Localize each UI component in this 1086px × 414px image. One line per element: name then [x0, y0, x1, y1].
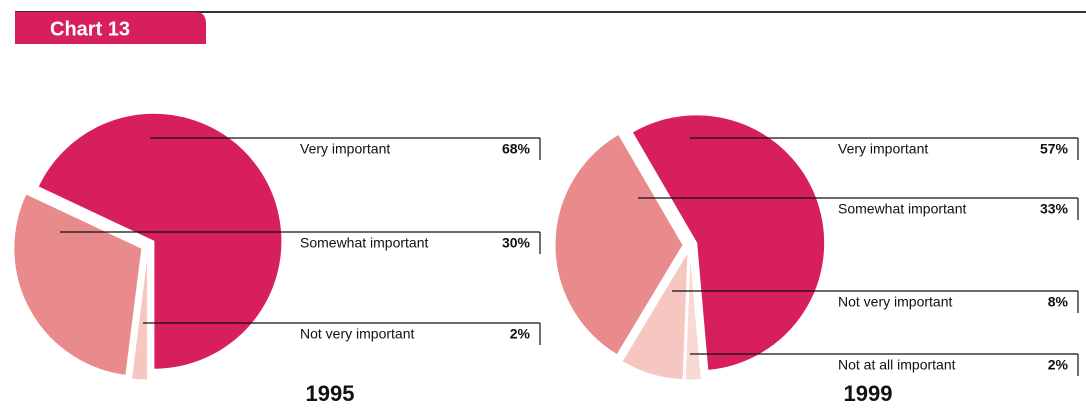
pie-title: 1995	[306, 381, 355, 406]
header-tab	[15, 12, 206, 44]
legend-label: Not very important	[300, 326, 414, 342]
value-label: 8%	[1048, 294, 1069, 310]
legend-label: Not very important	[838, 294, 952, 310]
value-label: 68%	[502, 141, 531, 157]
pie-slice	[631, 114, 826, 371]
pie-slice	[130, 251, 149, 381]
legend-label: Somewhat important	[300, 235, 429, 251]
pie-slice	[684, 251, 702, 381]
pie-slice	[554, 133, 684, 356]
value-label: 2%	[510, 326, 531, 342]
pie-slice	[37, 112, 283, 370]
pie-title: 1999	[844, 381, 893, 406]
value-label: 2%	[1048, 357, 1069, 373]
value-label: 30%	[502, 235, 531, 251]
legend-label: Very important	[838, 141, 928, 157]
legend-label: Not at all important	[838, 357, 956, 373]
header-title: Chart 13	[50, 18, 130, 40]
value-label: 33%	[1040, 201, 1069, 217]
legend-label: Very important	[300, 141, 390, 157]
pie-slice	[13, 193, 143, 376]
legend-label: Somewhat important	[838, 201, 967, 217]
value-label: 57%	[1040, 141, 1069, 157]
pie-slice	[621, 251, 689, 381]
